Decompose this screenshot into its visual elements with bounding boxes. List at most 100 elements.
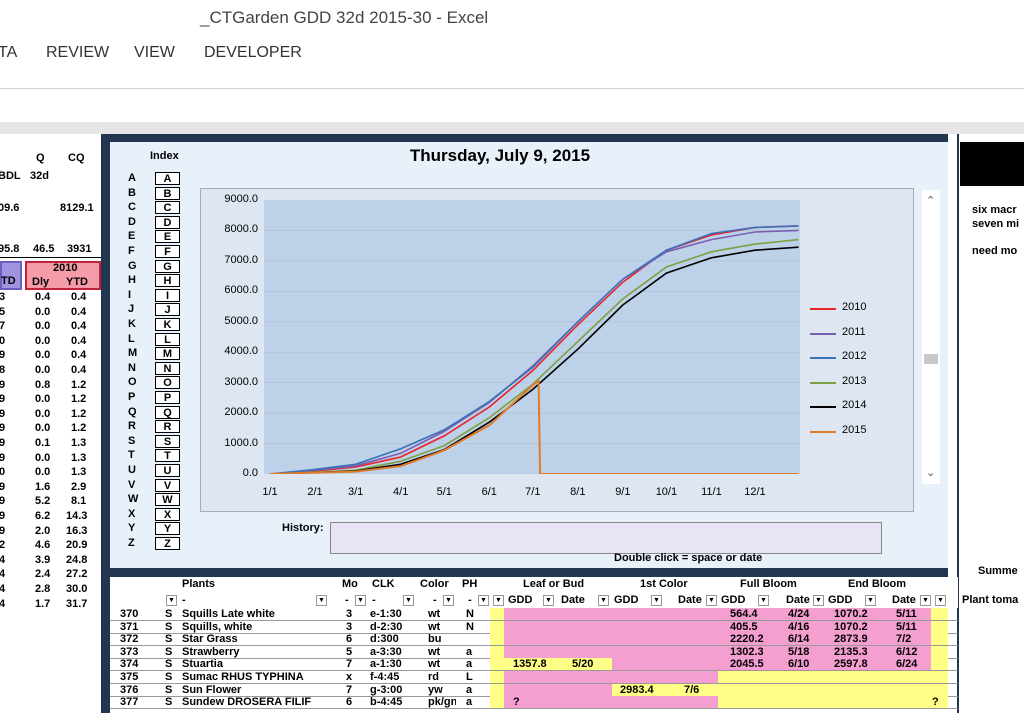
table-row[interactable]: 375 S Sumac RHUS TYPHINA x f-4:45 rd L — [110, 671, 958, 684]
cell-end_gdd[interactable]: 2135.3 — [834, 645, 868, 658]
cell-ph[interactable]: a — [466, 645, 473, 658]
index-button-l[interactable]: L — [155, 332, 180, 346]
index-button-r[interactable]: R — [155, 420, 180, 434]
scroll-down-icon[interactable]: ⌄ — [926, 467, 936, 479]
cell-q[interactable] — [932, 646, 944, 658]
cell-end_gdd[interactable] — [834, 696, 878, 708]
cell-full_date[interactable]: 6/14 — [788, 633, 810, 646]
index-button-g[interactable]: G — [155, 259, 180, 273]
cell-name[interactable]: Strawberry — [182, 645, 240, 658]
filter-dropdown-icon[interactable]: ▼ — [443, 595, 454, 606]
cell-full_date[interactable]: 4/24 — [788, 608, 810, 620]
cell-color[interactable]: wt — [428, 658, 441, 671]
cell-end_date[interactable]: 5/11 — [896, 620, 917, 633]
index-button-p[interactable]: P — [155, 391, 180, 404]
cell-num[interactable]: 370 — [120, 608, 139, 620]
cell-leaf_gdd[interactable]: ? — [513, 696, 520, 709]
index-button-o[interactable]: O — [155, 376, 180, 390]
cell-first_gdd[interactable]: 2983.4 — [620, 683, 654, 696]
index-button-k[interactable]: K — [155, 318, 180, 331]
filter-dropdown-icon[interactable]: ▼ — [813, 595, 824, 606]
index-button-x[interactable]: X — [155, 507, 180, 521]
cell-num[interactable]: 374 — [120, 658, 139, 671]
cell-color[interactable]: wt — [428, 645, 441, 658]
cell-num[interactable]: 376 — [120, 683, 139, 696]
cell-clk[interactable]: f-4:45 — [370, 671, 400, 683]
cell-first_date[interactable] — [684, 633, 714, 645]
filter-dropdown-icon[interactable]: ▼ — [758, 595, 769, 606]
cell-end_date[interactable]: 6/12 — [896, 645, 918, 658]
filter-dropdown-icon[interactable]: ▼ — [403, 595, 414, 606]
index-button-q[interactable]: Q — [155, 405, 180, 419]
cell-end_date[interactable]: 5/11 — [896, 608, 917, 620]
cell-first_gdd[interactable] — [620, 633, 664, 645]
cell-first_gdd[interactable] — [620, 671, 664, 683]
cell-s[interactable]: S — [165, 633, 173, 646]
filter-dropdown-icon[interactable]: ▼ — [316, 595, 327, 606]
cell-full_date[interactable]: 4/16 — [788, 620, 810, 633]
cell-clk[interactable]: a-1:30 — [370, 658, 402, 671]
index-button-u[interactable]: U — [155, 464, 180, 477]
cell-num[interactable]: 372 — [120, 633, 139, 646]
cell-num[interactable]: 377 — [120, 696, 139, 709]
cell-full_gdd[interactable]: 2045.5 — [730, 658, 764, 671]
cell-q[interactable] — [932, 684, 944, 696]
table-row[interactable]: 372 S Star Grass 6 d:300 bu 2220.2 6/14 2873.9 7/… — [110, 633, 958, 647]
cell-full_date[interactable] — [788, 671, 818, 683]
cell-mo[interactable]: 3 — [346, 608, 353, 620]
table-row[interactable]: 377 S Sundew DROSERA FILIF 6 b-4:45 pk/gn a?? — [110, 696, 958, 710]
cell-mo[interactable]: 7 — [346, 658, 353, 671]
cell-leaf_date[interactable] — [572, 671, 602, 683]
cell-end_gdd[interactable]: 1070.2 — [834, 608, 868, 620]
cell-end_gdd[interactable] — [834, 671, 878, 683]
tab-view[interactable]: VIEW — [134, 44, 175, 61]
cell-clk[interactable]: b-4:45 — [370, 696, 403, 709]
cell-color[interactable]: bu — [428, 633, 442, 646]
cell-full_gdd[interactable]: 2220.2 — [730, 633, 764, 646]
index-button-y[interactable]: Y — [155, 522, 180, 536]
cell-end_date[interactable] — [896, 684, 926, 696]
cell-first_date[interactable]: 7/6 — [684, 683, 700, 696]
cell-q[interactable] — [932, 633, 944, 645]
cell-ph[interactable]: a — [466, 658, 473, 671]
cell-s[interactable]: S — [165, 645, 173, 658]
cell-s[interactable]: S — [165, 608, 173, 620]
filter-dropdown-icon[interactable]: ▼ — [478, 595, 489, 606]
cell-end_gdd[interactable]: 1070.2 — [834, 620, 868, 633]
cell-num[interactable]: 373 — [120, 645, 139, 658]
cell-name[interactable]: Sundew DROSERA FILIF — [182, 696, 312, 709]
cell-first_date[interactable] — [684, 696, 714, 708]
filter-dropdown-icon[interactable]: ▼ — [920, 595, 931, 606]
table-row[interactable]: 376 S Sun Flower 7 g-3:00 yw a 2983.4 7/6 — [110, 683, 958, 697]
cell-color[interactable]: rd — [428, 671, 439, 683]
cell-end_date[interactable]: 7/2 — [896, 633, 912, 646]
filter-dropdown-icon[interactable]: ▼ — [543, 595, 554, 606]
index-button-z[interactable]: Z — [155, 537, 180, 550]
index-button-s[interactable]: S — [155, 434, 180, 448]
index-button-b[interactable]: B — [155, 186, 180, 200]
index-button-i[interactable]: I — [155, 288, 180, 302]
table-row[interactable]: 371 S Squills, white 3 d-2:30 wt N 405.5 4/16 107… — [110, 620, 958, 634]
cell-full_gdd[interactable] — [730, 696, 774, 708]
index-button-e[interactable]: E — [155, 230, 180, 244]
filter-dropdown-icon[interactable]: ▼ — [493, 595, 504, 606]
cell-ph[interactable]: a — [466, 696, 473, 709]
cell-leaf_gdd[interactable] — [513, 608, 557, 620]
cell-q[interactable] — [932, 671, 944, 683]
cell-leaf_date[interactable] — [572, 684, 602, 696]
cell-full_gdd[interactable] — [730, 684, 774, 696]
cell-s[interactable]: S — [165, 620, 173, 633]
cell-first_date[interactable] — [684, 608, 714, 620]
cell-clk[interactable]: d-2:30 — [370, 620, 403, 633]
filter-dropdown-icon[interactable]: ▼ — [651, 595, 662, 606]
table-row[interactable]: 373 S Strawberry 5 a-3:30 wt a 1302.3 5/18 2135.3… — [110, 645, 958, 659]
filter-dropdown-icon[interactable]: ▼ — [706, 595, 717, 606]
cell-end_gdd[interactable] — [834, 684, 878, 696]
vertical-scrollbar[interactable]: ⌃ ⌄ — [922, 190, 940, 484]
cell-mo[interactable]: x — [346, 671, 353, 683]
cell-num[interactable]: 375 — [120, 671, 139, 683]
cell-full_date[interactable] — [788, 696, 818, 708]
cell-name[interactable]: Stuartia — [182, 658, 223, 671]
cell-mo[interactable]: 5 — [346, 645, 353, 658]
cell-clk[interactable]: e-1:30 — [370, 608, 402, 620]
